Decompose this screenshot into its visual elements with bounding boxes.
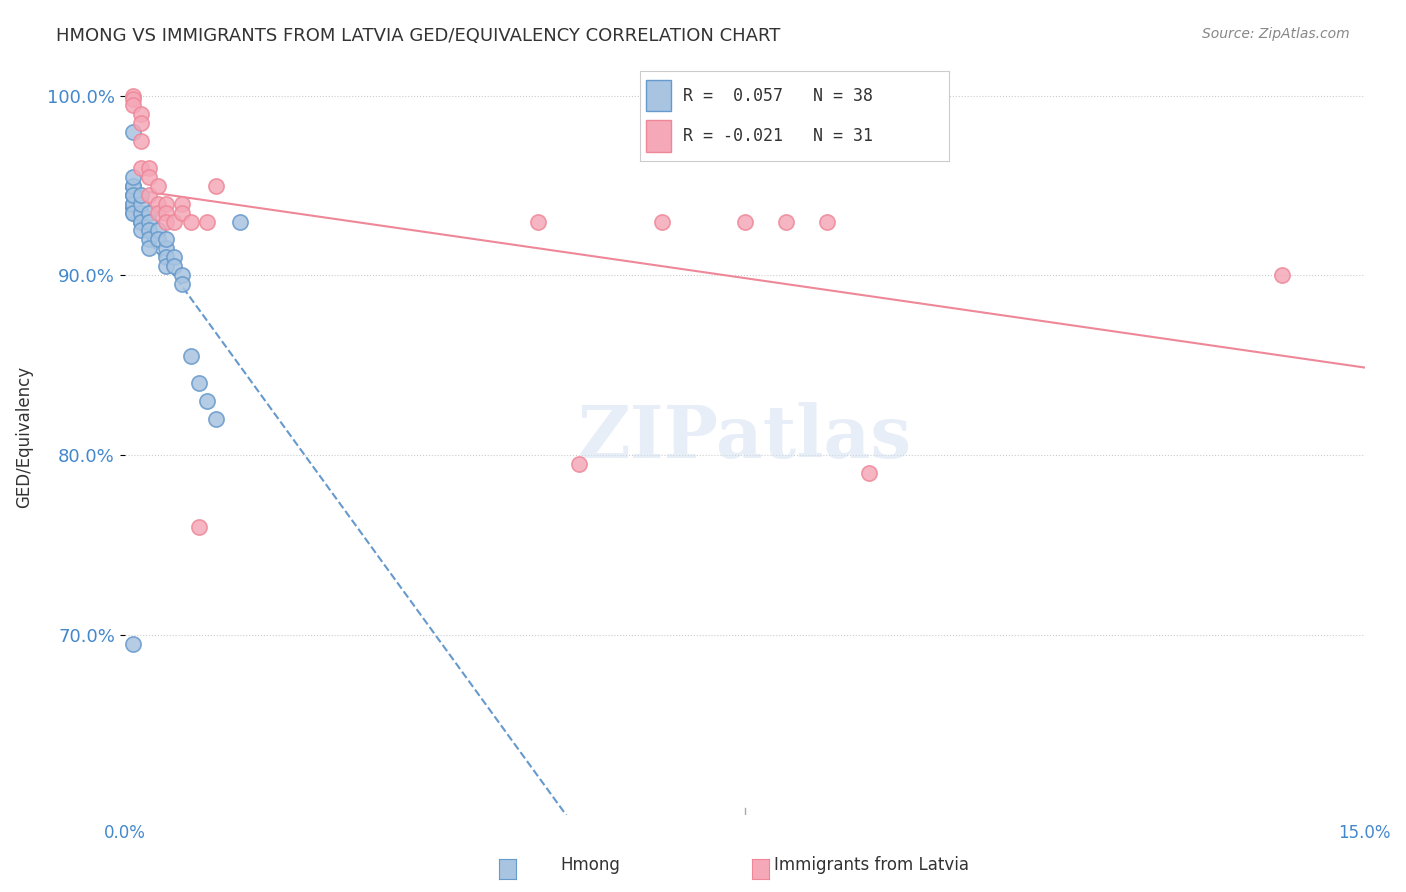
Point [172,277,194,292]
Point [204,178,226,193]
Point [129,187,152,202]
Point [146,196,169,211]
Point [122,205,145,219]
FancyBboxPatch shape [645,80,671,112]
Point [568,458,591,472]
Point [229,214,252,228]
Point [163,251,186,265]
Point [138,169,160,184]
Point [129,134,152,148]
Text: R = -0.021   N = 31: R = -0.021 N = 31 [683,128,873,145]
Point [146,178,169,193]
Point [138,205,160,219]
Point [172,205,194,219]
Point [195,214,218,228]
Point [122,196,145,211]
FancyBboxPatch shape [645,120,671,152]
Point [138,214,160,228]
Point [155,251,177,265]
Point [122,97,145,112]
Point [129,196,152,211]
Point [155,260,177,274]
Point [129,214,152,228]
Text: Source: ZipAtlas.com: Source: ZipAtlas.com [1202,27,1350,41]
Point [172,268,194,283]
Point [122,637,145,651]
Point [204,412,226,426]
Point [180,350,202,364]
Point [188,520,211,534]
Text: HMONG VS IMMIGRANTS FROM LATVIA GED/EQUIVALENCY CORRELATION CHART: HMONG VS IMMIGRANTS FROM LATVIA GED/EQUI… [56,27,780,45]
Point [138,232,160,246]
Point [138,223,160,237]
Point [122,205,145,219]
Point [155,232,177,246]
Point [172,196,194,211]
Point [122,169,145,184]
Point [180,214,202,228]
Point [122,92,145,106]
Point [815,214,838,228]
Point [858,467,880,481]
Text: Hmong: Hmong [561,855,620,873]
Text: Immigrants from Latvia: Immigrants from Latvia [775,855,969,873]
Point [138,187,160,202]
Text: 15.0%: 15.0% [1339,824,1391,842]
Point [122,196,145,211]
Point [527,214,550,228]
Point [122,187,145,202]
Point [122,187,145,202]
Point [1271,268,1294,283]
Point [122,178,145,193]
Point [163,214,186,228]
Point [138,161,160,175]
Point [129,223,152,237]
Point [138,242,160,256]
Point [146,223,169,237]
Point [129,115,152,129]
Point [163,260,186,274]
Point [129,205,152,219]
Text: ZIPatlas: ZIPatlas [578,402,911,473]
Point [155,196,177,211]
Point [155,214,177,228]
Point [155,205,177,219]
Text: 0.0%: 0.0% [104,824,146,842]
Point [122,124,145,138]
Point [734,214,756,228]
Point [122,187,145,202]
Point [651,214,673,228]
Point [188,376,211,391]
Point [195,394,218,409]
Point [775,214,797,228]
Point [122,178,145,193]
Text: R =  0.057   N = 38: R = 0.057 N = 38 [683,87,873,105]
Point [129,214,152,228]
Y-axis label: GED/Equivalency: GED/Equivalency [15,367,32,508]
Point [129,106,152,120]
Point [129,161,152,175]
Point [155,242,177,256]
Point [146,205,169,219]
Point [122,88,145,103]
Point [146,232,169,246]
